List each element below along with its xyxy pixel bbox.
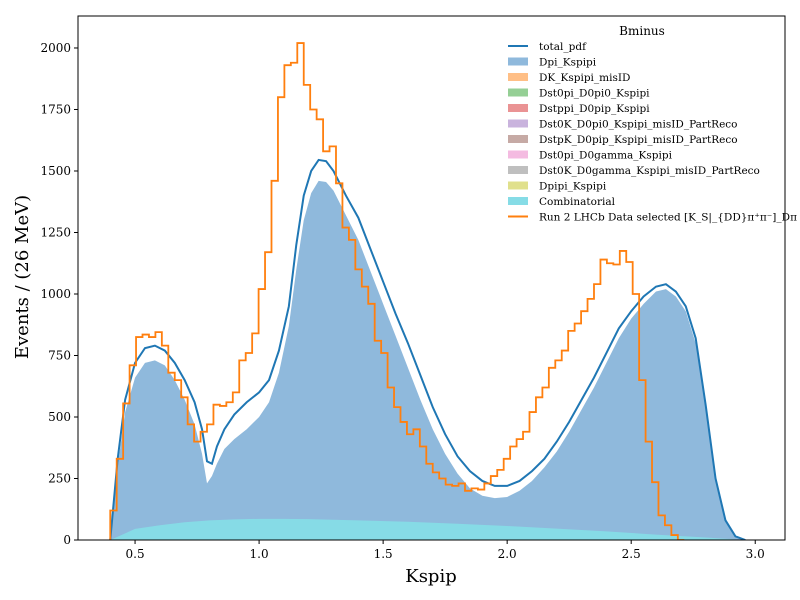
y-tick-label: 750 [48, 348, 71, 362]
legend-swatch-patch [508, 166, 528, 174]
legend-swatch-patch [508, 150, 528, 159]
axes-frame [77, 15, 786, 541]
x-tick-label: 2.5 [622, 547, 641, 561]
x-tick-label: 2.0 [498, 547, 517, 561]
y-tick-label: 2000 [40, 41, 71, 55]
plot-area [109, 42, 746, 540]
legend-entry-label: Dst0K_D0pi0_Kspipi_misID_PartReco [539, 119, 738, 131]
line-total-pdf [109, 158, 746, 540]
legend-entry-label: Run 2 LHCb Data selected [K_S|_{DD}π⁺π⁻]… [539, 212, 797, 225]
y-tick-label: 1250 [40, 225, 71, 239]
legend-swatch-patch [508, 119, 528, 128]
y-axis-title: Events / (26 MeV) [12, 195, 33, 359]
x-tick-label: 1.0 [250, 547, 269, 561]
legend-entry-label: Dst0pi_D0pi0_Kspipi [539, 88, 650, 100]
y-tick-label: 0 [63, 533, 71, 547]
legend-entry-label: Combinatorial [539, 196, 616, 208]
legend-entry-label: Dst0pi_D0gamma_Kspipi [539, 150, 673, 162]
legend-swatch-patch [508, 104, 528, 112]
legend-swatch-patch [508, 73, 528, 81]
legend-swatch-patch [508, 181, 528, 190]
plot-content [109, 42, 746, 540]
y-axis: 0 250 500 750 1000 1250 1500 1750 2000 [40, 41, 78, 547]
legend-entry-label: Dstppi_D0pip_Kspipi [539, 103, 650, 115]
legend-swatch-patch [508, 88, 528, 97]
data-histogram-step [109, 42, 685, 540]
legend-entry-label: DK_Kspipi_misID [539, 72, 630, 84]
area-dpi-kspipi [110, 180, 746, 540]
legend-swatch-patch [508, 57, 528, 66]
y-tick-label: 1500 [40, 164, 71, 178]
legend-title: Bminus [619, 24, 665, 38]
x-axis: 0.5 1.0 1.5 2.0 2.5 3.0 [126, 540, 765, 561]
x-tick-label: 1.5 [374, 547, 393, 561]
legend-swatch-patch [508, 135, 528, 143]
x-tick-label: 3.0 [746, 547, 765, 561]
legend: Bminus total_pdf Dpi_Kspipi DK_Kspipi_misID… [508, 24, 797, 225]
area-combinatorial [110, 518, 746, 540]
legend-entry-label: Dpi_Kspipi [539, 57, 597, 69]
y-tick-label: 500 [48, 410, 71, 424]
y-tick-label: 1000 [40, 287, 71, 301]
y-tick-label: 250 [48, 471, 71, 485]
legend-swatch-patch [508, 197, 528, 205]
legend-entry-label: DstpK_D0pip_Kspipi_misID_PartReco [539, 134, 738, 146]
x-axis-title: Kspip [405, 566, 457, 587]
x-tick-label: 0.5 [126, 547, 145, 561]
legend-entry-label: total_pdf [539, 41, 587, 53]
y-tick-label: 1750 [40, 102, 71, 116]
legend-entry-label: Dst0K_D0gamma_Kspipi_misID_PartReco [539, 165, 760, 177]
legend-entry-label: Dpipi_Kspipi [539, 181, 607, 193]
axes-border [77, 15, 786, 541]
